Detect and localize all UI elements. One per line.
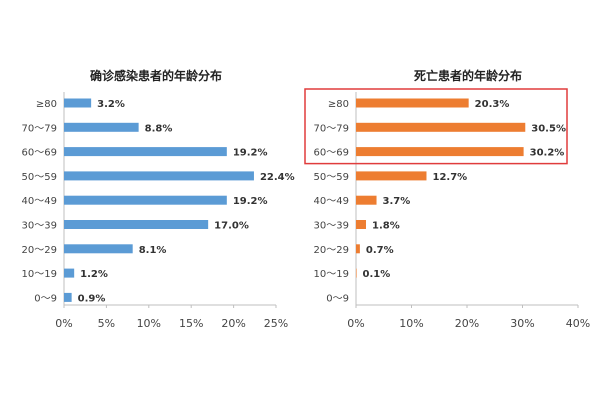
left-x-tick-label: 10% (137, 317, 161, 330)
right-bar (356, 171, 427, 181)
left-bar (64, 147, 227, 157)
right-category-label: 20～29 (314, 245, 349, 256)
left-value-label: 19.2% (233, 148, 268, 159)
left-bar (64, 292, 72, 302)
left-category-label: 40～49 (22, 196, 57, 207)
right-x-tick-label: 10% (399, 317, 423, 330)
right-value-label: 1.8% (372, 221, 400, 232)
right-bar (356, 268, 357, 278)
left-value-label: 8.1% (139, 245, 167, 256)
left-value-label: 19.2% (233, 196, 268, 207)
right-value-label: 0.1% (363, 269, 391, 280)
right-category-label: 10～19 (314, 269, 349, 280)
right-value-label: 20.3% (475, 99, 510, 110)
left-value-label: 17.0% (214, 221, 249, 232)
right-x-tick-label: 40% (566, 317, 590, 330)
left-category-label: ≥80 (36, 99, 57, 110)
right-value-label: 12.7% (432, 172, 467, 183)
left-bar (64, 195, 227, 205)
left-category-label: 0～9 (34, 293, 57, 304)
right-bar (356, 147, 524, 157)
right-category-label: 0～9 (326, 293, 349, 304)
left-value-label: 8.8% (145, 123, 173, 134)
right-value-label: 30.5% (531, 123, 566, 134)
right-highlight-box (304, 88, 568, 165)
right-bar (356, 195, 377, 205)
left-bar (64, 268, 75, 278)
left-category-label: 60～69 (22, 148, 57, 159)
right-category-label: 70～79 (314, 123, 349, 134)
left-value-label: 22.4% (260, 172, 295, 183)
right-value-label: 3.7% (383, 196, 411, 207)
left-x-tick-label: 15% (179, 317, 203, 330)
left-category-label: 10～19 (22, 269, 57, 280)
right-bar (356, 98, 469, 108)
left-x-tick-label: 5% (98, 317, 115, 330)
right-value-label: 0.7% (366, 245, 394, 256)
left-chart-title: 确诊感染患者的年龄分布 (90, 68, 222, 83)
right-bar (356, 220, 366, 229)
left-x-tick-label: 25% (264, 317, 288, 330)
right-x-tick-label: 30% (510, 317, 534, 330)
left-category-label: 50～59 (22, 172, 57, 183)
right-bar (356, 122, 526, 132)
right-chart-title: 死亡患者的年龄分布 (414, 68, 522, 83)
left-value-label: 1.2% (80, 269, 108, 280)
left-value-label: 0.9% (78, 293, 106, 304)
right-category-label: 50～59 (314, 172, 349, 183)
left-bar (64, 244, 133, 254)
left-bar (64, 98, 92, 108)
left-bar (64, 122, 139, 132)
right-category-label: 30～39 (314, 221, 349, 232)
right-value-label: 30.2% (530, 148, 565, 159)
left-category-label: 70～79 (22, 123, 57, 134)
left-bar (64, 220, 209, 229)
right-category-label: ≥80 (328, 99, 349, 110)
left-category-label: 30～39 (22, 221, 57, 232)
left-x-tick-label: 0% (55, 317, 72, 330)
right-category-label: 60～69 (314, 148, 349, 159)
left-bar (64, 171, 254, 181)
left-value-label: 3.2% (97, 99, 125, 110)
left-x-tick-label: 20% (221, 317, 245, 330)
right-x-tick-label: 0% (347, 317, 364, 330)
right-category-label: 40～49 (314, 196, 349, 207)
right-x-tick-label: 20% (455, 317, 479, 330)
right-bar (356, 244, 360, 254)
left-category-label: 20～29 (22, 245, 57, 256)
